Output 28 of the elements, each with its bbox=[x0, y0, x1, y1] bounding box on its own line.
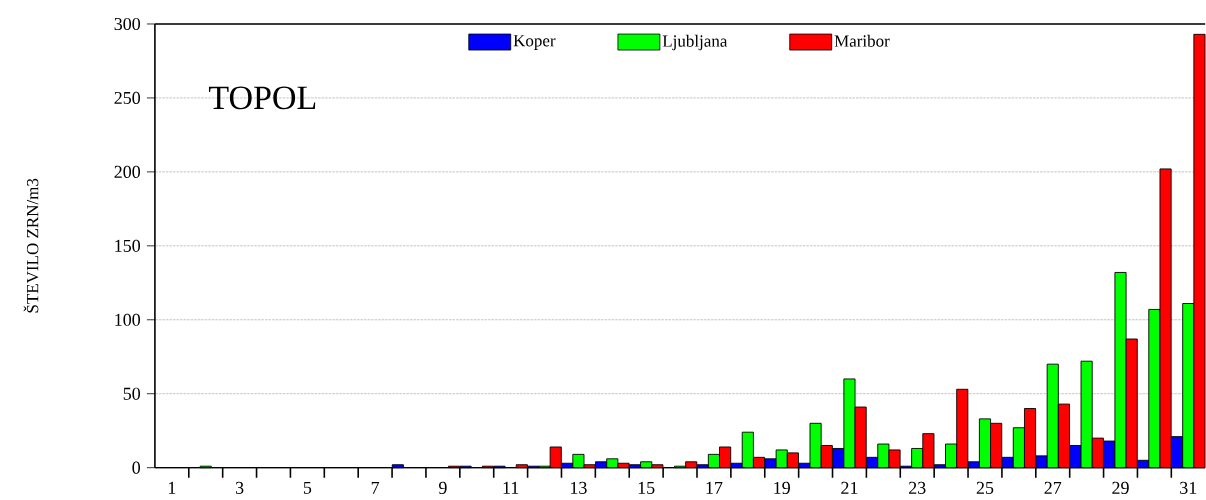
y-tick-label: 250 bbox=[114, 91, 141, 105]
y-tick-label: 100 bbox=[115, 313, 141, 326]
x-tick-label: 29 bbox=[1112, 481, 1129, 494]
legend-label: Ljubljana bbox=[662, 34, 728, 51]
legend-label: Maribor bbox=[834, 34, 890, 47]
legend-label: Koper bbox=[513, 35, 556, 50]
x-tick-label: 23 bbox=[909, 481, 926, 494]
x-tick-label: 31 bbox=[1180, 481, 1197, 494]
y-tick-label: 150 bbox=[115, 239, 141, 252]
x-tick-label: 1 bbox=[168, 481, 176, 494]
y-tick-label: 300 bbox=[114, 17, 141, 31]
y-axis-title: ŠTEVILO ZRN/m3 bbox=[23, 178, 39, 313]
x-tick-label: 21 bbox=[841, 481, 858, 494]
x-tick-label: 11 bbox=[503, 481, 519, 494]
y-tick-label: 200 bbox=[114, 165, 141, 178]
x-tick-label: 5 bbox=[303, 481, 312, 494]
text: TOPOL bbox=[208, 86, 316, 110]
x-tick-label: 9 bbox=[438, 481, 447, 494]
x-tick-label: 7 bbox=[371, 481, 380, 494]
x-tick-label: 13 bbox=[571, 481, 587, 494]
y-tick-label: 0 bbox=[132, 461, 141, 474]
x-tick-label: 15 bbox=[638, 481, 655, 494]
x-tick-label: 19 bbox=[774, 481, 790, 494]
x-tick-label: 17 bbox=[706, 481, 723, 494]
x-tick-label: 3 bbox=[235, 481, 244, 494]
x-tick-label: 25 bbox=[976, 481, 994, 494]
y-tick-label: 50 bbox=[123, 387, 141, 400]
x-tick-label: 27 bbox=[1044, 481, 1062, 494]
